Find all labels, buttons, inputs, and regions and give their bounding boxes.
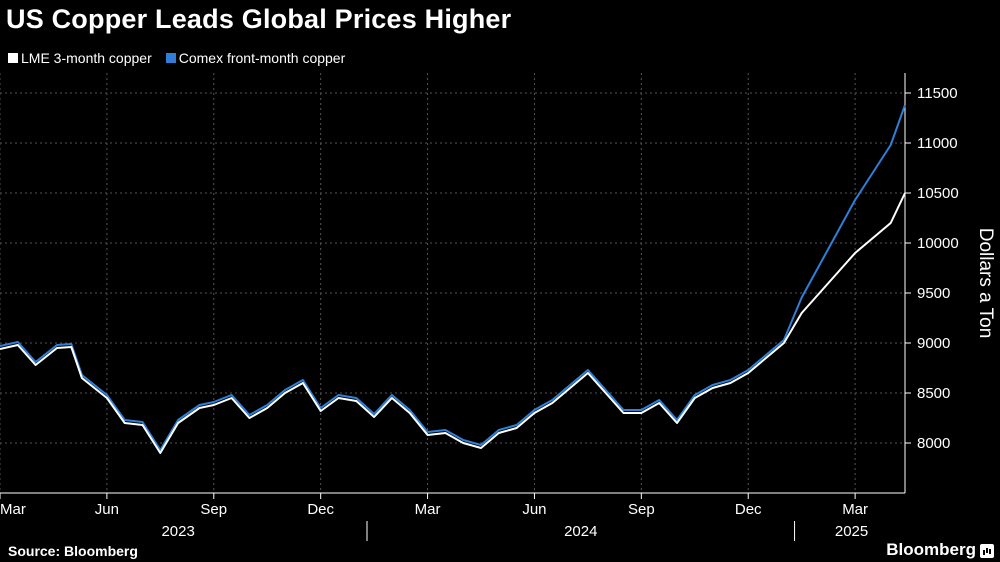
x-year-label: 2023 bbox=[161, 523, 194, 540]
y-tick-label: 10000 bbox=[917, 235, 959, 252]
legend: LME 3-month copper Comex front-month cop… bbox=[8, 50, 359, 66]
series-line-lme bbox=[0, 192, 906, 454]
y-tick-label: 11000 bbox=[917, 135, 958, 152]
x-tick-label: Sep bbox=[628, 501, 655, 518]
grid-lines bbox=[0, 73, 905, 493]
y-tick-label: 9500 bbox=[917, 285, 950, 302]
x-tick-label: Mar bbox=[842, 501, 868, 518]
series-lines bbox=[0, 104, 906, 454]
y-tick-label: 8500 bbox=[917, 385, 950, 402]
source-note: Source: Bloomberg bbox=[8, 543, 138, 559]
legend-label-comex: Comex front-month copper bbox=[178, 50, 346, 66]
x-tick-label: Dec bbox=[307, 501, 334, 518]
y-tick-label: 10500 bbox=[917, 185, 959, 202]
legend-swatch-comex bbox=[165, 53, 176, 63]
x-year-label: 2025 bbox=[835, 523, 868, 540]
series-line-comex bbox=[0, 104, 906, 451]
legend-swatch-lme bbox=[8, 53, 18, 63]
y-axis-title: Dollars a Ton bbox=[975, 228, 996, 339]
x-tick-label: Jun bbox=[522, 501, 546, 518]
axis-labels: 8000 8500 9000 9500 10000 10500 11000 11500 Mar J… bbox=[0, 85, 996, 540]
x-tick-label: Jun bbox=[95, 501, 119, 518]
legend-item-lme: LME 3-month copper bbox=[8, 50, 152, 66]
brand-logo-text: Bloomberg bbox=[886, 540, 976, 559]
x-tick-label: Dec bbox=[735, 501, 762, 518]
x-year-label: 2024 bbox=[564, 523, 597, 540]
chart-title: US Copper Leads Global Prices Higher bbox=[6, 4, 512, 34]
axes bbox=[0, 73, 911, 541]
x-tick-label: Mar bbox=[0, 501, 26, 518]
legend-label-lme: LME 3-month copper bbox=[21, 50, 152, 66]
x-tick-label: Sep bbox=[200, 501, 227, 518]
legend-item-comex: Comex front-month copper bbox=[165, 50, 346, 66]
y-tick-label: 11500 bbox=[917, 85, 958, 102]
x-tick-label: Mar bbox=[415, 501, 441, 518]
bloomberg-chart-icon bbox=[980, 544, 994, 558]
y-tick-label: 8000 bbox=[917, 435, 950, 452]
y-tick-label: 9000 bbox=[917, 335, 950, 352]
